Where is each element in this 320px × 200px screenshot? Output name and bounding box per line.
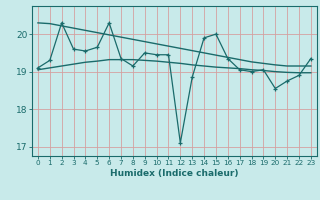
X-axis label: Humidex (Indice chaleur): Humidex (Indice chaleur) (110, 169, 239, 178)
